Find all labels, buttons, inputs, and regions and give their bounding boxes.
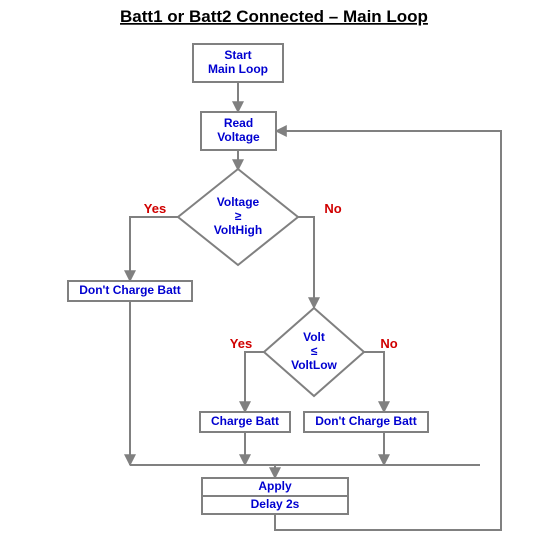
node-start-label: Main Loop — [208, 62, 268, 76]
node-apply-label: Apply — [258, 479, 292, 493]
edge — [245, 352, 264, 412]
node-d1-label: Voltage — [217, 195, 260, 209]
node-start-label: Start — [224, 48, 251, 62]
diagram-title: Batt1 or Batt2 Connected – Main Loop — [120, 7, 428, 26]
edge-label: No — [324, 201, 341, 216]
edge-label: Yes — [230, 336, 252, 351]
node-d2-label: Volt — [303, 330, 325, 344]
node-read-label: Read — [224, 116, 253, 130]
edge — [364, 352, 384, 412]
edge-label: No — [380, 336, 397, 351]
node-d1-label: ≥ — [235, 209, 242, 223]
node-charge-label: Charge Batt — [211, 414, 279, 428]
node-read-label: Voltage — [217, 130, 260, 144]
node-d1-label: VoltHigh — [214, 223, 262, 237]
node-d2-label: VoltLow — [291, 358, 337, 372]
edge-label: Yes — [144, 201, 166, 216]
edge — [130, 217, 178, 281]
node-delay-label: Delay 2s — [251, 497, 300, 511]
node-d2-label: ≤ — [311, 344, 318, 358]
node-dc1-label: Don't Charge Batt — [79, 283, 181, 297]
edge — [298, 217, 314, 308]
node-dc2-label: Don't Charge Batt — [315, 414, 417, 428]
